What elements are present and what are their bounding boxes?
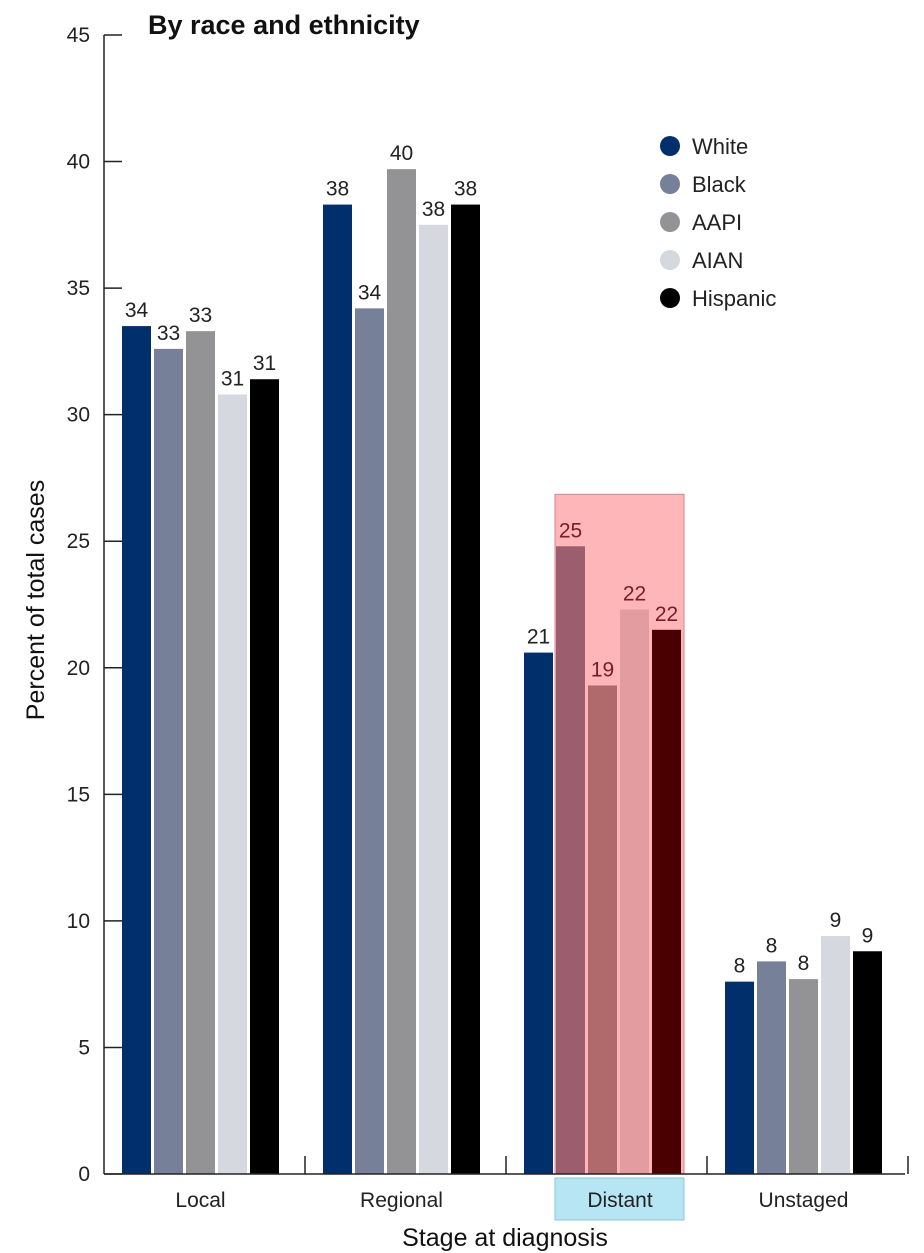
data-label-regional-black: 34 bbox=[358, 281, 382, 304]
y-tick-label-5: 5 bbox=[78, 1036, 90, 1059]
data-label-regional-hispanic: 38 bbox=[454, 178, 477, 201]
y-tick-label-30: 30 bbox=[67, 404, 90, 427]
category-label-unstaged: Unstaged bbox=[759, 1189, 849, 1212]
axes-layer: 0 5 10 15 20 25 30 35 40 45 Local Regional Distant Un… bbox=[67, 24, 909, 1212]
bar-local-aapi bbox=[186, 331, 215, 1174]
data-label-regional-aian: 38 bbox=[422, 198, 445, 221]
y-tick-label-10: 10 bbox=[67, 910, 90, 933]
legend-swatch-white bbox=[660, 136, 680, 156]
legend-swatch-aian bbox=[660, 250, 680, 270]
bar-local-hispanic bbox=[250, 379, 279, 1175]
bar-unstaged-hispanic bbox=[853, 951, 882, 1174]
legend-swatch-aapi bbox=[660, 212, 680, 232]
data-label-local-hispanic: 31 bbox=[253, 352, 276, 375]
data-label-unstaged-hispanic: 9 bbox=[862, 924, 874, 947]
legend-label-aian: AIAN bbox=[692, 248, 743, 273]
data-label-unstaged-black: 8 bbox=[766, 934, 778, 957]
legend-label-aapi: AAPI bbox=[692, 210, 742, 235]
y-tick-label-0: 0 bbox=[78, 1163, 90, 1186]
y-tick-label-40: 40 bbox=[67, 151, 90, 174]
legend: White Black AAPI AIAN Hispanic bbox=[660, 134, 776, 311]
legend-label-black: Black bbox=[692, 172, 747, 197]
data-label-local-black: 33 bbox=[157, 322, 180, 345]
bar-distant-aian bbox=[620, 609, 649, 1174]
category-label-local: Local bbox=[175, 1189, 225, 1212]
data-label-unstaged-white: 8 bbox=[734, 955, 746, 978]
y-tick-label-20: 20 bbox=[67, 657, 90, 680]
y-axis-label: Percent of total cases bbox=[22, 480, 50, 720]
distant-label-highlight-box bbox=[554, 1177, 685, 1221]
data-label-local-aapi: 33 bbox=[189, 304, 212, 327]
bar-unstaged-white bbox=[725, 981, 754, 1174]
data-label-unstaged-aapi: 8 bbox=[798, 952, 810, 975]
data-label-distant-black: 25 bbox=[559, 519, 582, 542]
data-label-distant-hispanic: 22 bbox=[655, 603, 678, 626]
bar-distant-aapi bbox=[588, 685, 617, 1174]
bar-local-white bbox=[122, 326, 151, 1175]
data-label-distant-white: 21 bbox=[527, 626, 550, 649]
category-label-distant: Distant bbox=[587, 1189, 653, 1212]
data-label-local-aian: 31 bbox=[221, 367, 244, 390]
legend-swatch-hispanic bbox=[660, 288, 680, 308]
x-axis-label: Stage at diagnosis bbox=[402, 1224, 608, 1252]
data-label-regional-aapi: 40 bbox=[390, 142, 413, 165]
bar-unstaged-aian bbox=[821, 936, 850, 1174]
legend-label-hispanic: Hispanic bbox=[692, 286, 776, 311]
category-label-regional: Regional bbox=[360, 1189, 443, 1212]
bar-unstaged-aapi bbox=[789, 979, 818, 1174]
data-label-unstaged-aian: 9 bbox=[830, 909, 842, 932]
y-tick-label-35: 35 bbox=[67, 277, 90, 300]
bar-regional-aapi bbox=[387, 169, 416, 1174]
legend-swatch-black bbox=[660, 174, 680, 194]
bar-regional-white bbox=[323, 204, 352, 1174]
legend-label-white: White bbox=[692, 134, 748, 159]
y-tick-label-15: 15 bbox=[67, 783, 90, 806]
bar-local-aian bbox=[218, 394, 247, 1174]
bar-local-black bbox=[154, 348, 183, 1174]
bar-regional-black bbox=[355, 308, 384, 1174]
data-label-regional-white: 38 bbox=[326, 178, 349, 201]
data-label-distant-aian: 22 bbox=[623, 583, 646, 606]
bar-regional-hispanic bbox=[451, 204, 480, 1174]
bar-distant-hispanic bbox=[652, 629, 681, 1174]
bar-distant-white bbox=[524, 652, 553, 1174]
y-tick-label-25: 25 bbox=[67, 530, 90, 553]
y-tick-label-45: 45 bbox=[67, 24, 90, 47]
data-label-distant-aapi: 19 bbox=[591, 658, 614, 681]
bar-distant-black bbox=[556, 546, 585, 1174]
chart-title: By race and ethnicity bbox=[148, 10, 420, 40]
bar-regional-aian bbox=[419, 224, 448, 1175]
data-label-local-white: 34 bbox=[125, 299, 149, 322]
bar-unstaged-black bbox=[757, 961, 786, 1174]
